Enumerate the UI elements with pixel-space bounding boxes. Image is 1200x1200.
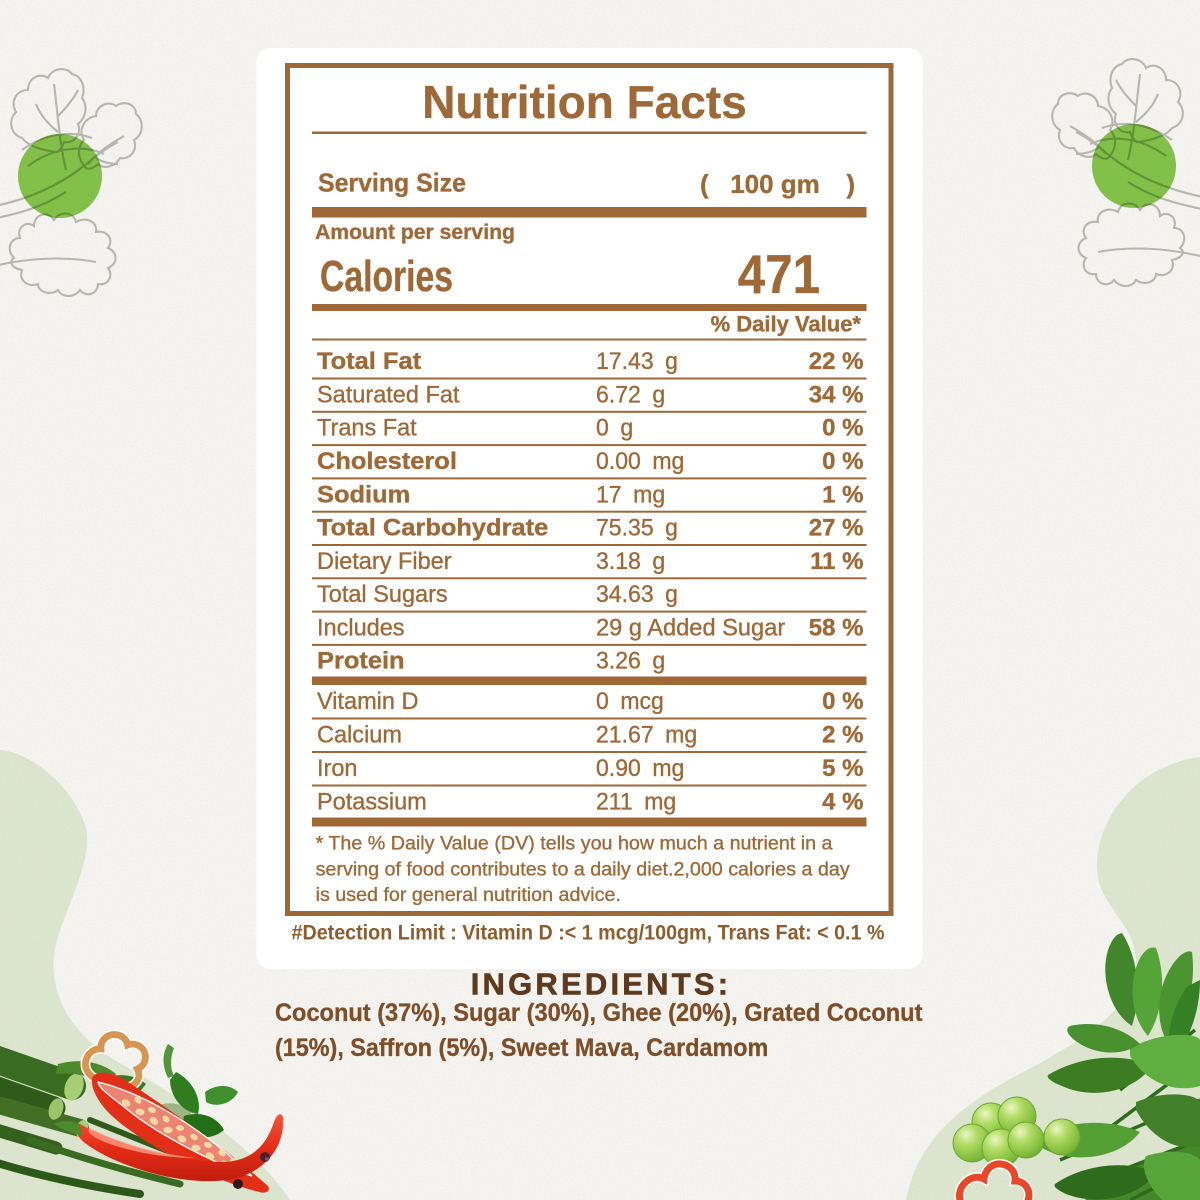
svg-text:1 %: 1 % <box>822 481 863 508</box>
svg-text:58 %: 58 % <box>809 615 864 642</box>
svg-text:Calcium: Calcium <box>317 721 402 748</box>
svg-text:(15%), Saffron (5%), Sweet Mav: (15%), Saffron (5%), Sweet Mava, Cardamo… <box>275 1034 768 1062</box>
svg-text:Dietary Fiber: Dietary Fiber <box>317 548 452 575</box>
svg-text:is used for general nutrition: is used for general nutrition advice. <box>316 884 621 906</box>
svg-text:34 %: 34 % <box>809 381 864 408</box>
svg-text:Iron: Iron <box>317 755 358 782</box>
svg-text:21.67 mg: 21.67 mg <box>596 721 697 748</box>
svg-text:Total Fat: Total Fat <box>317 349 421 375</box>
svg-text:4 %: 4 % <box>822 788 863 815</box>
svg-text:3.18 g: 3.18 g <box>596 547 665 574</box>
svg-text:Calories: Calories <box>320 253 453 301</box>
svg-text:29 g Added Sugar: 29 g Added Sugar <box>596 614 785 641</box>
svg-text:Saturated Fat: Saturated Fat <box>317 381 460 408</box>
svg-text:* The % Daily Value (DV) tells: * The % Daily Value (DV) tells you how m… <box>316 833 833 855</box>
svg-text:% Daily Value*: % Daily Value* <box>711 312 862 337</box>
svg-text:471: 471 <box>738 245 820 306</box>
svg-text:Vitamin D: Vitamin D <box>317 688 418 715</box>
svg-text:34.63 g: 34.63 g <box>596 581 678 608</box>
svg-text:6.72 g: 6.72 g <box>596 381 665 408</box>
svg-text:211 mg: 211 mg <box>596 788 676 815</box>
svg-text:2 %: 2 % <box>822 722 863 749</box>
svg-text:): ) <box>846 169 855 199</box>
svg-text:Nutrition Facts: Nutrition Facts <box>422 76 747 128</box>
svg-text:Cholesterol: Cholesterol <box>317 449 457 475</box>
svg-text:75.35 g: 75.35 g <box>596 514 678 541</box>
svg-text:100 gm: 100 gm <box>730 169 820 199</box>
svg-text:Total Sugars: Total Sugars <box>317 581 448 608</box>
svg-text:Potassium: Potassium <box>317 788 427 815</box>
svg-text:17.43 g: 17.43 g <box>596 348 678 375</box>
svg-text:Total Carbohydrate: Total Carbohydrate <box>317 515 548 541</box>
svg-text:0 mcg: 0 mcg <box>596 688 664 715</box>
svg-text:serving of food contributes to: serving of food contributes to a daily d… <box>316 859 850 881</box>
svg-text:17 mg: 17 mg <box>596 481 665 508</box>
svg-text:Trans Fat: Trans Fat <box>317 414 417 441</box>
svg-text:11 %: 11 % <box>810 548 863 575</box>
svg-text:Serving Size: Serving Size <box>318 169 466 198</box>
svg-text:0.00 mg: 0.00 mg <box>596 448 684 475</box>
svg-text:0 %: 0 % <box>822 415 863 442</box>
svg-text:0 %: 0 % <box>822 448 863 475</box>
svg-text:22 %: 22 % <box>809 348 864 375</box>
svg-text:0 g: 0 g <box>596 414 633 441</box>
svg-text:0 %: 0 % <box>822 688 863 715</box>
svg-text:Includes: Includes <box>317 614 405 641</box>
svg-text:Protein: Protein <box>317 648 405 674</box>
svg-text:0.90 mg: 0.90 mg <box>596 755 684 782</box>
svg-text:3.26 g: 3.26 g <box>596 647 665 674</box>
svg-text:(: ( <box>700 169 709 199</box>
svg-text:Sodium: Sodium <box>317 482 410 508</box>
svg-text:27 %: 27 % <box>809 515 864 542</box>
svg-text:#Detection Limit : Vitamin D :: #Detection Limit : Vitamin D :< 1 mcg/10… <box>292 921 885 945</box>
svg-text:INGREDIENTS:: INGREDIENTS: <box>471 966 732 1001</box>
svg-text:Amount per serving: Amount per serving <box>315 220 515 244</box>
svg-text:Coconut (37%), Sugar (30%), Gh: Coconut (37%), Sugar (30%), Ghee (20%), … <box>275 999 922 1027</box>
svg-text:5 %: 5 % <box>822 755 863 782</box>
